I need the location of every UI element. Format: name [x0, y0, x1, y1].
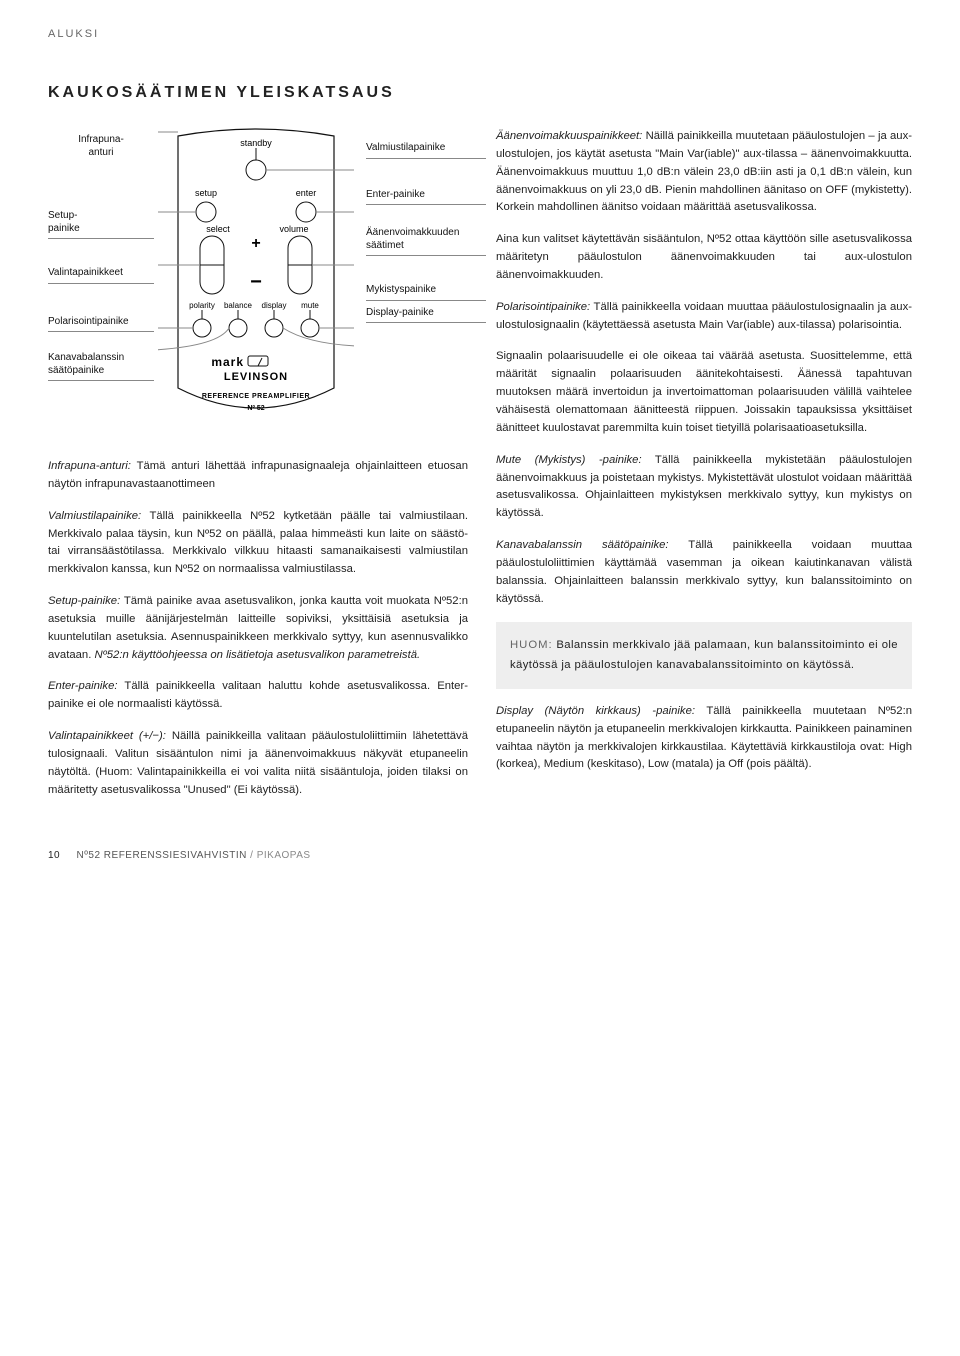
lead: Display (Näytön kirkkaus) -painike: [496, 705, 695, 717]
lead: Äänenvoimakkuuspainikkeet: [496, 130, 642, 142]
para-polarity: Polarisointipainike: Tällä painikkeella … [496, 299, 912, 335]
remote-label-display: display [262, 301, 287, 310]
para-standby: Valmiustilapainike: Tällä painikkeella N… [48, 508, 468, 579]
lead: Enter-painike: [48, 680, 118, 692]
page-header: ALUKSI [48, 28, 912, 40]
lead: Polarisointipainike: [496, 301, 590, 313]
page-footer: 10 Nº52 REFERENSSIESIVAHVISTIN / PIKAOPA… [48, 850, 912, 861]
para-polarity-follow: Signaalin polaarisuudelle ei ole oikeaa … [496, 348, 912, 437]
para-balance: Kanavabalanssin säätöpainike: Tällä pain… [496, 537, 912, 608]
label-select-buttons: Valintapainikkeet [48, 267, 154, 284]
para-volume-follow: Aina kun valitset käytettävän sisääntulo… [496, 231, 912, 285]
para-enter: Enter-painike: Tällä painikkeella valita… [48, 678, 468, 714]
note-body: Balanssin merkkivalo jää palamaan, kun b… [510, 639, 898, 670]
left-column: Infrapuna- anturi Setup- painike Valinta… [48, 128, 468, 814]
remote-label-select: select [206, 224, 230, 234]
label-polarity-button: Polarisointipainike [48, 316, 154, 333]
label-volume-controls: Äänenvoimakkuuden säätimet [366, 227, 486, 256]
section-title: KAUKOSÄÄTIMEN YLEISKATSAUS [48, 84, 912, 102]
main-columns: Infrapuna- anturi Setup- painike Valinta… [48, 128, 912, 814]
brand-sub1: REFERENCE PREAMPLIFIER [202, 393, 310, 400]
label-ir-sensor: Infrapuna- anturi [48, 134, 154, 162]
note-lead: HUOM: [510, 639, 553, 651]
remote-label-enter: enter [296, 188, 317, 198]
footer-title: Nº52 REFERENSSIESIVAHVISTIN [77, 850, 247, 861]
body: Näillä painikkeilla muutetaan pääulostul… [496, 130, 912, 213]
lead: Valmiustilapainike: [48, 510, 141, 522]
remote-plus: + [251, 235, 260, 252]
label-display-button: Display-painike [366, 307, 486, 324]
lead: Kanavabalanssin säätöpainike: [496, 539, 669, 551]
label-mute-button: Mykistyspainike [366, 284, 486, 301]
lead: Mute (Mykistys) -painike: [496, 454, 642, 466]
page-number: 10 [48, 850, 60, 861]
body: Aina kun valitset käytettävän sisääntulo… [496, 233, 912, 281]
label-balance-button: Kanavabalanssin säätöpainike [48, 352, 154, 381]
para-select: Valintapainikkeet (+/−): Näillä painikke… [48, 728, 468, 799]
lead: Valintapainikkeet (+/−): [48, 730, 166, 742]
remote-label-balance: balance [224, 301, 253, 310]
remote-label-mute: mute [301, 301, 319, 310]
remote-svg: standby setup enter select volume + − [158, 128, 354, 452]
diagram-left-labels: Infrapuna- anturi Setup- painike Valinta… [48, 128, 154, 458]
remote-label-polarity: polarity [189, 301, 215, 310]
note-box: HUOM: Balanssin merkkivalo jää palamaan,… [496, 622, 912, 688]
right-column: Äänenvoimakkuuspainikkeet: Näillä painik… [496, 128, 912, 814]
diagram-right-labels: Valmiustilapainike Enter-painike Äänenvo… [366, 128, 486, 323]
label-enter-button: Enter-painike [366, 189, 486, 206]
para-display: Display (Näytön kirkkaus) -painike: Täll… [496, 703, 912, 774]
label-standby-button: Valmiustilapainike [366, 142, 486, 159]
footer-sep: / [247, 850, 257, 861]
lead: Setup-painike: [48, 595, 120, 607]
remote-diagram: Infrapuna- anturi Setup- painike Valinta… [48, 128, 468, 458]
remote-outline: standby setup enter select volume + − [158, 128, 354, 452]
remote-label-standby: standby [240, 138, 272, 148]
remote-label-setup: setup [195, 188, 217, 198]
brand-line1: mark [211, 355, 244, 369]
tail-italic: Nº52:n käyttöohjeessa on lisätietoja ase… [94, 649, 420, 661]
para-setup: Setup-painike: Tämä painike avaa asetusv… [48, 593, 468, 664]
remote-label-volume: volume [279, 224, 308, 234]
para-mute: Mute (Mykistys) -painike: Tällä painikke… [496, 452, 912, 523]
para-volume: Äänenvoimakkuuspainikkeet: Näillä painik… [496, 128, 912, 217]
footer-sub: PIKAOPAS [257, 850, 311, 861]
brand-sub2: Nº 52 [247, 405, 264, 412]
body: Signaalin polaarisuudelle ei ole oikeaa … [496, 350, 912, 433]
brand-line2: LEVINSON [224, 371, 288, 383]
remote-minus: − [250, 271, 262, 293]
para-ir-sensor: Infrapuna-anturi: Tämä anturi lähettää i… [48, 458, 468, 494]
label-setup-button: Setup- painike [48, 210, 154, 239]
lead: Infrapuna-anturi: [48, 460, 131, 472]
